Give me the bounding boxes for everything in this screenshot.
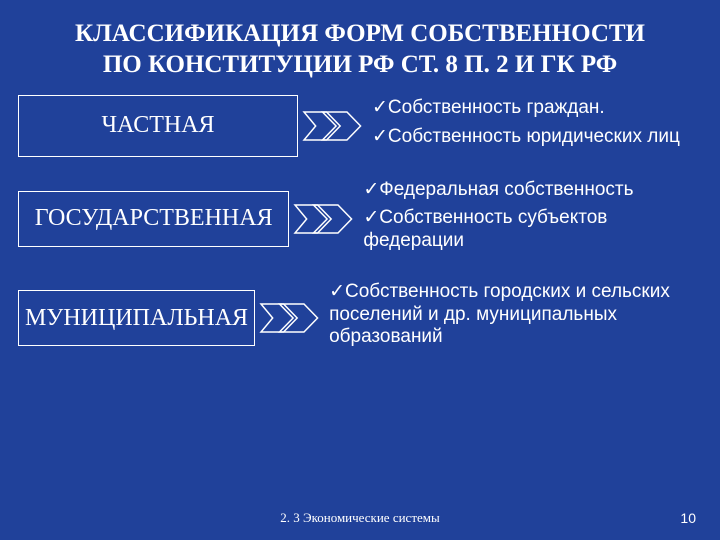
classification-row: ЧАСТНАЯ✓Собственность граждан.✓Собственн… bbox=[18, 95, 702, 157]
category-box: ГОСУДАРСТВЕННАЯ bbox=[18, 191, 289, 247]
classification-row: МУНИЦИПАЛЬНАЯ ✓Собственность городских и … bbox=[18, 281, 702, 355]
detail-text: Собственность субъектов федерации bbox=[363, 207, 607, 251]
detail-text: Собственность городских и сельских посел… bbox=[329, 281, 670, 348]
detail-text: Собственность граждан. bbox=[388, 97, 605, 118]
detail-text: Собственность юридических лиц bbox=[388, 126, 680, 147]
page-number: 10 bbox=[680, 510, 696, 526]
category-box: ЧАСТНАЯ bbox=[18, 95, 298, 157]
check-icon: ✓ bbox=[363, 179, 379, 200]
detail-item: ✓Собственность субъектов федерации bbox=[363, 207, 702, 253]
classification-row: ГОСУДАРСТВЕННАЯ ✓Федеральная собственност… bbox=[18, 179, 702, 259]
title-line-2: ПО КОНСТИТУЦИИ РФ СТ. 8 П. 2 И ГК РФ bbox=[30, 49, 690, 80]
footer-caption: 2. 3 Экономические системы bbox=[0, 510, 720, 526]
check-icon: ✓ bbox=[329, 281, 345, 302]
connector-arrow-icon bbox=[289, 201, 357, 237]
details-list: ✓Федеральная собственность✓Собственность… bbox=[357, 179, 702, 259]
check-icon: ✓ bbox=[372, 97, 388, 118]
category-box: МУНИЦИПАЛЬНАЯ bbox=[18, 290, 255, 346]
detail-item: ✓Собственность граждан. bbox=[372, 97, 702, 120]
detail-item: ✓Собственность юридических лиц bbox=[372, 126, 702, 149]
connector-arrow-icon bbox=[255, 300, 323, 336]
connector-arrow-icon bbox=[298, 108, 366, 144]
classification-rows: ЧАСТНАЯ✓Собственность граждан.✓Собственн… bbox=[0, 89, 720, 356]
check-icon: ✓ bbox=[363, 207, 379, 228]
slide-title: КЛАССИФИКАЦИЯ ФОРМ СОБСТВЕННОСТИ ПО КОНС… bbox=[0, 0, 720, 89]
details-list: ✓Собственность граждан.✓Собственность юр… bbox=[366, 97, 702, 155]
details-list: ✓Собственность городских и сельских посе… bbox=[323, 281, 702, 355]
detail-text: Федеральная собственность bbox=[379, 179, 633, 200]
title-line-1: КЛАССИФИКАЦИЯ ФОРМ СОБСТВЕННОСТИ bbox=[30, 18, 690, 49]
detail-item: ✓Федеральная собственность bbox=[363, 179, 702, 202]
detail-item: ✓Собственность городских и сельских посе… bbox=[329, 281, 702, 349]
check-icon: ✓ bbox=[372, 126, 388, 147]
